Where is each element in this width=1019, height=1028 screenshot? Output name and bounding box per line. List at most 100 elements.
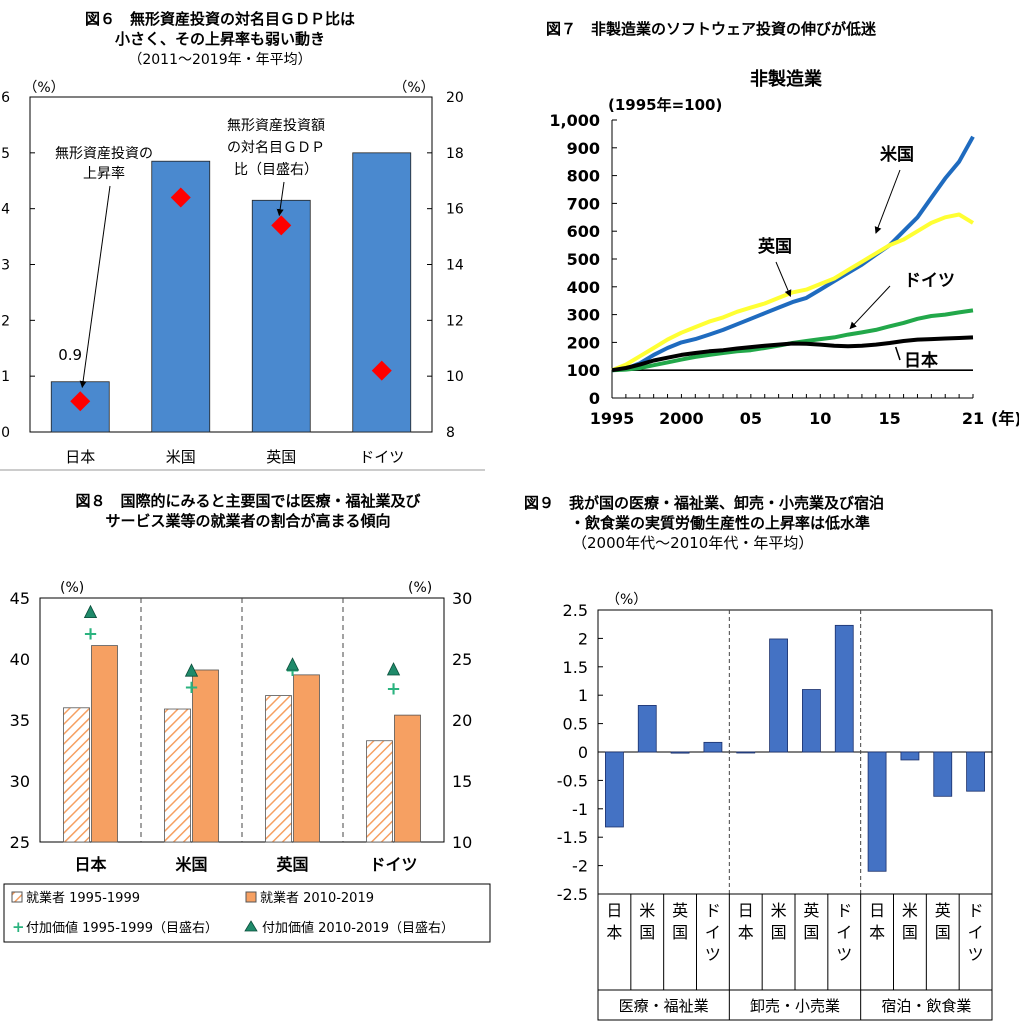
figure-9-category-char: ド bbox=[705, 901, 721, 920]
figure-6-annotation-arrow bbox=[276, 181, 285, 217]
figure-7-series-label-uk: 英国 bbox=[758, 236, 792, 257]
figure-9-category-char: 国 bbox=[935, 923, 951, 942]
figure-9-category-char: 米 bbox=[639, 901, 655, 920]
figure-7-label-arrow bbox=[849, 285, 891, 330]
figure-6: 図６ 無形資産投資の対名目ＧＤＰ比は 小さく、その上昇率も弱い動き （2011～20… bbox=[0, 0, 500, 472]
figure-7-y-tick-label: 700 bbox=[567, 194, 600, 213]
figure-7-y-tick-label: 800 bbox=[567, 167, 600, 186]
figure-9-title-line: ・飲食業の実質労働生産性の上昇率は低水準 bbox=[570, 514, 870, 532]
figure-7-y-tick-label: 0 bbox=[589, 389, 600, 408]
figure-6-right-tick-label: 16 bbox=[446, 202, 464, 218]
figure-8-category-label: 米国 bbox=[175, 855, 207, 874]
figure-7-series-line bbox=[611, 212, 975, 373]
figure-9-chart: 図９ 我が国の医療・福祉業、卸売・小売業及び宿泊・飲食業の実質労働生産性の上昇率… bbox=[524, 494, 993, 1021]
figure-7-y-tick-label: 1,000 bbox=[549, 111, 600, 130]
figure-9-category-char: 英 bbox=[935, 901, 951, 920]
figure-7-x-axis-suffix: (年) bbox=[991, 409, 1019, 428]
figure-9-category-char: 国 bbox=[803, 923, 819, 942]
figure-6-left-tick-label: 5 bbox=[1, 146, 10, 162]
figure-9-category-char: 英 bbox=[803, 901, 819, 920]
figure-6-right-tick-label: 14 bbox=[446, 258, 464, 274]
figure-8-triangle-marker bbox=[184, 663, 199, 677]
figure-7-x-tick-label: 05 bbox=[740, 409, 762, 428]
figure-8-legend-swatch bbox=[245, 891, 257, 903]
figure-7-y-tick-label: 300 bbox=[567, 306, 600, 325]
figure-8-legend-label: 付加価値 1995-1999（目盛右） bbox=[26, 920, 218, 936]
figure-9-category-char: 本 bbox=[869, 923, 885, 942]
figure-8: 図８ 国際的にみると主要国では医療・福祉業及び サービス業等の就業者の割合が高まる… bbox=[0, 480, 505, 1024]
figure-9-bar bbox=[867, 751, 887, 872]
figure-8-triangle-marker bbox=[83, 604, 98, 619]
figure-7-y-tick-label: 100 bbox=[567, 361, 600, 380]
figure-8-bar-1995 bbox=[164, 708, 191, 843]
figure-9-category-char: 日 bbox=[869, 901, 885, 920]
figure-8-title-line: サービス業等の就業者の割合が高まる傾向 bbox=[105, 512, 390, 530]
figure-8-legend-box bbox=[3, 883, 491, 943]
figure-7-y-tick-label: 200 bbox=[567, 333, 600, 352]
figure-8-bar-2010 bbox=[394, 714, 421, 843]
figure-9-category-char: 国 bbox=[902, 923, 918, 942]
figure-9-group-label: 卸売・小売業 bbox=[750, 997, 840, 1015]
figure-8-plus-marker: + bbox=[386, 678, 401, 699]
figure-6-title-line: 図６ 無形資産投資の対名目ＧＤＰ比は bbox=[85, 10, 355, 28]
figure-6-category-label: 英国 bbox=[266, 448, 296, 466]
figure-9-y-tick-label: -2 bbox=[572, 857, 588, 876]
figure-6-annotation-rate: 上昇率 bbox=[83, 165, 125, 182]
figure-9-group-label: 宿泊・飲食業 bbox=[881, 997, 971, 1015]
figure-8-title-line: 図８ 国際的にみると主要国では医療・福祉業及び bbox=[75, 492, 420, 510]
figure-7-subtitle: 非製造業 bbox=[750, 68, 823, 90]
figure-8-category-label: 日本 bbox=[74, 855, 106, 874]
figure-8-left-tick-label: 35 bbox=[10, 711, 30, 730]
figure-9-category-char: ツ bbox=[705, 945, 721, 964]
figure-6-annotation-arrow bbox=[79, 185, 111, 388]
figure-8-category-label: 英国 bbox=[275, 855, 308, 874]
figure-8-bar-1995 bbox=[265, 695, 292, 843]
figure-9-bar bbox=[736, 751, 756, 754]
figure-8-right-tick-label: 25 bbox=[452, 650, 472, 669]
figure-8-right-unit: (%) bbox=[408, 580, 432, 596]
figure-7-title: 図７ 非製造業のソフトウェア投資の伸びが低迷 bbox=[546, 20, 877, 38]
figure-7-label-arrow bbox=[775, 261, 792, 298]
figure-9-bar bbox=[670, 751, 690, 754]
figure-6-title-line: 小さく、その上昇率も弱い動き bbox=[115, 30, 325, 48]
figure-9-bar bbox=[802, 689, 821, 753]
figure-7-label-leader bbox=[894, 346, 901, 361]
figure-7-y-tick-label: 400 bbox=[567, 278, 600, 297]
figure-9-bar bbox=[769, 638, 788, 753]
figure-9-y-tick-label: 0.5 bbox=[563, 715, 588, 734]
figure-8-plus-marker: + bbox=[184, 677, 199, 698]
figure-7-y-tick-label: 900 bbox=[567, 139, 600, 158]
figure-9-category-char: 米 bbox=[771, 901, 787, 920]
figure-6-right-tick-label: 12 bbox=[446, 313, 464, 329]
figure-9-bar bbox=[966, 751, 985, 792]
figure-9-category-char: ド bbox=[968, 901, 984, 920]
figure-8-bar-2010 bbox=[293, 674, 320, 843]
figure-7-x-tick-label: 10 bbox=[809, 409, 831, 428]
figure-6-left-tick-label: 1 bbox=[1, 369, 10, 385]
figure-9-y-tick-label: -1 bbox=[572, 800, 588, 819]
figure-6-left-tick-label: 0 bbox=[1, 425, 10, 441]
figure-9-y-tick-label: -2.5 bbox=[557, 885, 588, 904]
figure-9-title-line: （2000年代～2010年代・年平均） bbox=[572, 534, 813, 552]
figure-6-left-unit: （%） bbox=[23, 80, 64, 96]
figure-6-bar bbox=[251, 199, 311, 433]
figure-8-legend-plus: + bbox=[12, 918, 25, 936]
figure-9-category-char: ツ bbox=[836, 945, 852, 964]
figure-8-bar-1995 bbox=[366, 740, 393, 843]
figure-8-legend-label: 就業者 1995-1999 bbox=[26, 890, 140, 906]
figure-9-group-label: 医療・福祉業 bbox=[619, 997, 709, 1015]
figure-8-bar-1995 bbox=[63, 707, 90, 843]
figure-9-y-tick-label: 2.5 bbox=[563, 601, 588, 620]
figure-8-left-unit: (%) bbox=[60, 580, 84, 596]
figure-6-right-tick-label: 18 bbox=[446, 146, 464, 162]
figure-6-right-tick-label: 20 bbox=[446, 90, 464, 106]
figure-8-left-tick-label: 45 bbox=[10, 589, 30, 608]
figure-9-category-char: 英 bbox=[672, 901, 688, 920]
figure-6-right-tick-label: 10 bbox=[446, 369, 464, 385]
figure-9-y-tick-label: 1 bbox=[578, 686, 588, 705]
figure-9-category-char: 日 bbox=[606, 901, 622, 920]
figure-9-bar bbox=[703, 741, 723, 753]
figure-9-category-char: 本 bbox=[738, 923, 754, 942]
figure-6-gdp-ratio-marker bbox=[170, 187, 191, 208]
